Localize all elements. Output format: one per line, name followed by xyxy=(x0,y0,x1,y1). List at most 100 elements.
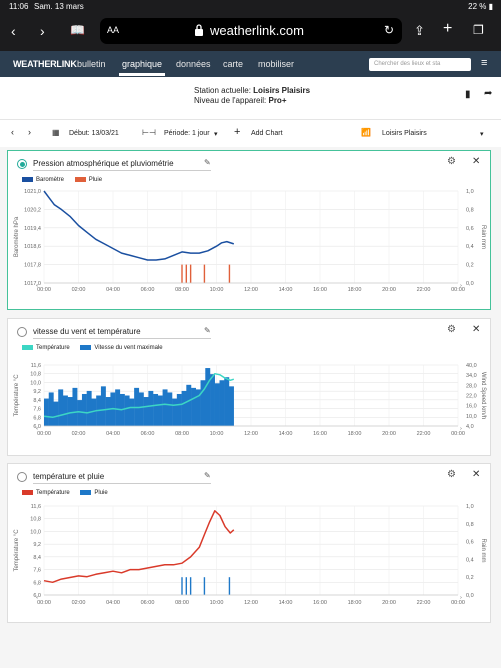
calendar-icon[interactable]: ▦ xyxy=(52,128,60,137)
scroll-right-icon: › xyxy=(460,426,462,432)
chart-select-radio[interactable] xyxy=(17,472,27,482)
add-chart-button[interactable]: Add Chart xyxy=(251,130,283,137)
start-date[interactable]: Début: 13/03/21 xyxy=(69,130,119,137)
nav-bulletin[interactable]: bulletin xyxy=(77,59,106,69)
legend-swatch xyxy=(80,490,92,495)
address-bar[interactable]: AA weatherlink.com ↻ xyxy=(100,18,402,44)
x-tick-label: 12:00 xyxy=(244,600,258,606)
legend-item[interactable]: Baromètre xyxy=(22,177,64,183)
forward-icon[interactable]: › xyxy=(40,23,45,39)
wind-bar xyxy=(62,395,68,426)
wind-bar xyxy=(86,390,92,426)
chart-select-radio[interactable] xyxy=(17,159,27,169)
x-tick-label: 12:00 xyxy=(244,287,258,293)
chart-title[interactable]: température et pluie xyxy=(33,472,211,484)
chart-title[interactable]: Pression atmosphérique et pluviométrie xyxy=(33,159,211,171)
close-icon[interactable]: ✕ xyxy=(472,324,481,335)
y-tick-label: 9,2 xyxy=(33,542,41,548)
wind-bar xyxy=(115,389,121,426)
x-tick-label: 10:00 xyxy=(210,600,224,606)
station-chevron-icon[interactable]: ▾ xyxy=(480,131,484,138)
legend-item[interactable]: Vitesse du vent maximale xyxy=(80,345,163,351)
wind-bar xyxy=(176,393,182,426)
edit-pencil-icon[interactable]: ✎ xyxy=(204,471,211,480)
share-arrow-icon[interactable]: ➦ xyxy=(484,88,493,99)
wind-bar xyxy=(229,386,234,426)
legend-item[interactable]: Pluie xyxy=(74,177,102,183)
x-tick-label: 20:00 xyxy=(382,431,396,437)
current-station-line: Station actuelle: Loisirs Plaisirs xyxy=(194,86,310,95)
edit-pencil-icon[interactable]: ✎ xyxy=(204,158,211,167)
close-icon[interactable]: ✕ xyxy=(472,156,481,167)
x-tick-label: 00:00 xyxy=(37,431,51,437)
legend-label: Température xyxy=(36,345,70,352)
prev-day-icon[interactable]: ‹ xyxy=(11,127,14,137)
y2-tick-label: 0,2 xyxy=(466,575,474,581)
rain-bar xyxy=(203,264,206,283)
rain-bar xyxy=(228,577,231,595)
next-day-icon[interactable]: › xyxy=(28,127,31,137)
edit-pencil-icon[interactable]: ✎ xyxy=(204,326,211,335)
legend-item[interactable]: Pluie xyxy=(80,490,108,496)
x-tick-label: 14:00 xyxy=(279,431,293,437)
y-tick-label: 10,0 xyxy=(30,380,41,386)
y-tick-label: 1018,6 xyxy=(24,244,41,250)
rain-bar xyxy=(185,577,188,595)
wind-bar xyxy=(81,393,87,426)
pressure-chart-svg: 1021,0 1020,2 1019,4 1018,6 1017,8 1017,0 1,0 0… xyxy=(14,189,486,293)
reader-aa-button[interactable]: AA xyxy=(107,25,120,35)
wind-bar xyxy=(124,395,130,426)
x-tick-label: 20:00 xyxy=(382,287,396,293)
settings-gear-icon[interactable]: ⚙ xyxy=(447,469,456,480)
y2-tick-label: 34,0 xyxy=(466,373,477,379)
period-chevron-icon[interactable]: ▾ xyxy=(214,131,218,138)
back-icon[interactable]: ‹ xyxy=(11,23,16,39)
legend-item[interactable]: Température xyxy=(22,345,70,351)
chart-legend: Température Vitesse du vent maximale xyxy=(22,345,172,351)
y2-tick-label: 0,8 xyxy=(466,207,474,213)
legend-swatch xyxy=(22,490,33,495)
settings-gear-icon[interactable]: ⚙ xyxy=(447,156,456,167)
nav-carte[interactable]: carte xyxy=(223,59,244,69)
y2-axis-label: Rain mm xyxy=(480,538,486,562)
rain-bar xyxy=(185,264,188,283)
y-axis-label: Température °C xyxy=(14,374,20,417)
hamburger-menu-icon[interactable]: ≡ xyxy=(481,57,488,69)
close-icon[interactable]: ✕ xyxy=(472,469,481,480)
share-icon[interactable]: ⇪ xyxy=(414,23,425,38)
new-tab-icon[interactable]: + xyxy=(443,20,453,37)
x-tick-label: 22:00 xyxy=(417,431,431,437)
weatherlink-logo[interactable]: WEATHERLINK xyxy=(13,59,77,69)
y-tick-label: 6,0 xyxy=(33,424,41,430)
bookmark-icon[interactable]: ▮ xyxy=(465,89,471,100)
url-text: weatherlink.com xyxy=(210,23,304,38)
y2-tick-label: 22,0 xyxy=(466,394,477,400)
x-tick-label: 14:00 xyxy=(279,287,293,293)
x-tick-label: 02:00 xyxy=(72,431,86,437)
x-tick-label: 14:00 xyxy=(279,600,293,606)
period-selector[interactable]: Période: 1 jour xyxy=(164,130,210,137)
chart-title[interactable]: vitesse du vent et température xyxy=(33,327,211,339)
bookmarks-icon[interactable]: 📖 xyxy=(70,23,85,37)
y-tick-label: 11,6 xyxy=(31,363,41,369)
browser-toolbar: ‹ › 📖 AA weatherlink.com ↻ ⇪ + ❐ xyxy=(0,13,501,51)
nav-mobiliser[interactable]: mobiliser xyxy=(258,59,295,69)
tabs-icon[interactable]: ❐ xyxy=(473,23,484,37)
x-tick-label: 06:00 xyxy=(141,600,155,606)
add-chart-icon[interactable]: + xyxy=(234,126,241,138)
wind-bar xyxy=(91,398,97,426)
station-selector[interactable]: Loisirs Plaisirs xyxy=(382,130,427,137)
settings-gear-icon[interactable]: ⚙ xyxy=(447,324,456,335)
search-input[interactable]: Chercher des lieux et sta xyxy=(369,58,471,71)
legend-item[interactable]: Température xyxy=(22,490,70,496)
nav-graphique[interactable]: graphique xyxy=(122,59,163,69)
wind-bar xyxy=(77,400,83,426)
reload-icon[interactable]: ↻ xyxy=(383,23,394,37)
period-range-icon: ⊢⊣ xyxy=(142,128,156,137)
y2-tick-label: 40,0 xyxy=(466,363,477,369)
nav-donnees[interactable]: données xyxy=(176,59,211,69)
chart-select-radio[interactable] xyxy=(17,327,27,337)
y2-tick-label: 0,0 xyxy=(466,281,474,287)
y2-axis-label: Wind Speed km/h xyxy=(480,372,486,419)
scroll-right-icon: › xyxy=(460,595,462,601)
